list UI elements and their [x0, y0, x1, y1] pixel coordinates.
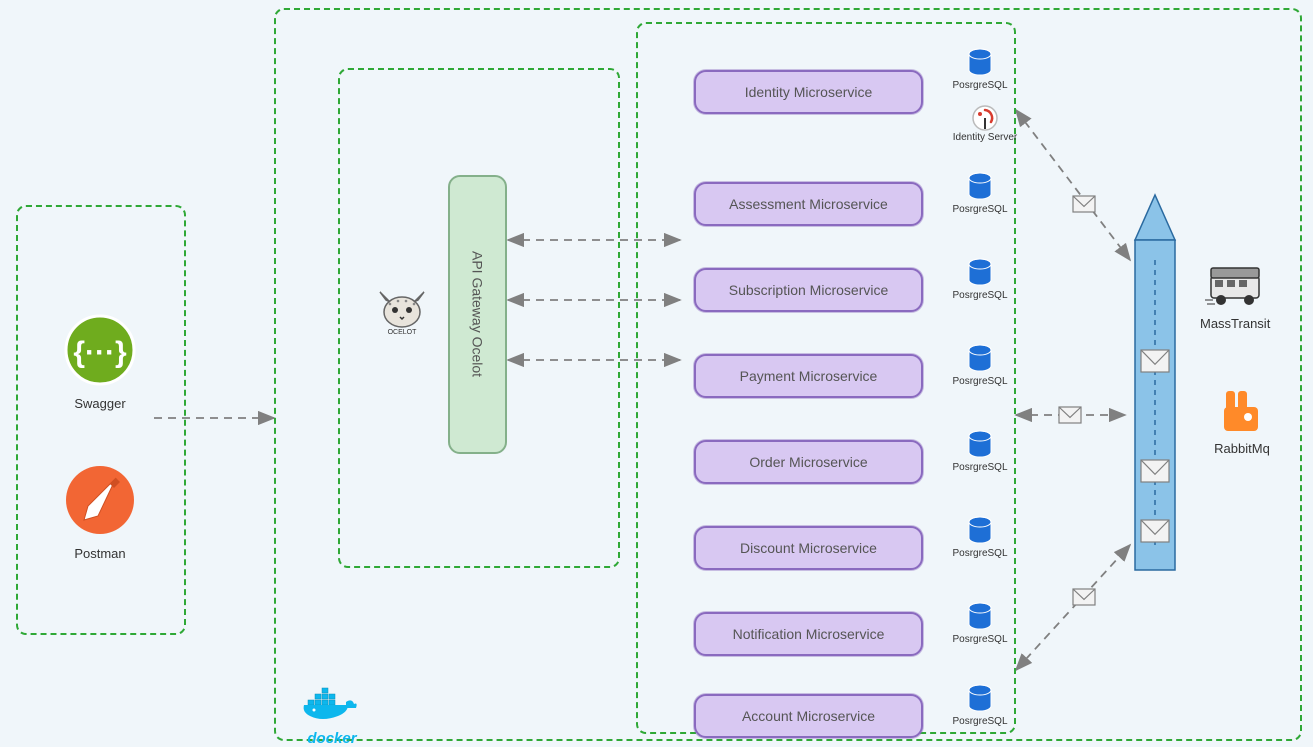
clients-region	[16, 205, 186, 635]
database: PosrgreSQL	[950, 430, 1010, 473]
microservice-box: Notification Microservice	[694, 612, 923, 656]
identity-server: Identity Server	[950, 104, 1020, 143]
database-label: PosrgreSQL	[950, 290, 1010, 301]
envelope-icon	[1072, 588, 1096, 611]
database-label: PosrgreSQL	[950, 716, 1010, 727]
microservice-box: Payment Microservice	[694, 354, 923, 398]
microservice-box: Identity Microservice	[694, 70, 923, 114]
database: PosrgreSQL	[950, 344, 1010, 387]
docker-icon	[300, 680, 364, 730]
tower-icon	[1130, 190, 1180, 630]
database-icon	[966, 344, 994, 376]
database: PosrgreSQL	[950, 684, 1010, 727]
swagger-client: {···} Swagger	[60, 310, 140, 411]
database: PosrgreSQL	[950, 602, 1010, 645]
database: PosrgreSQL	[950, 258, 1010, 301]
database-icon	[966, 48, 994, 80]
database-label: PosrgreSQL	[950, 204, 1010, 215]
api-gateway-box: API Gateway Ocelot	[448, 175, 507, 454]
database-icon	[966, 430, 994, 462]
masstransit: MassTransit	[1200, 260, 1270, 331]
database-icon	[966, 516, 994, 548]
database: PosrgreSQL	[950, 48, 1010, 91]
microservice-label: Subscription Microservice	[729, 282, 889, 298]
database-label: PosrgreSQL	[950, 376, 1010, 387]
database-label: PosrgreSQL	[950, 462, 1010, 473]
database-label: PosrgreSQL	[950, 634, 1010, 645]
rabbitmq: RabbitMq	[1210, 385, 1274, 456]
svg-text:OCELOT: OCELOT	[388, 329, 418, 336]
microservice-box: Account Microservice	[694, 694, 923, 738]
database-icon	[966, 602, 994, 634]
identity-server-label: Identity Server	[950, 132, 1020, 143]
postman-icon	[60, 460, 140, 540]
envelope-icon	[1058, 406, 1082, 429]
swagger-icon: {···}	[60, 310, 140, 390]
microservice-label: Discount Microservice	[740, 540, 877, 556]
docker-label: docker	[307, 730, 356, 747]
envelope-icon	[1072, 195, 1096, 218]
postman-label: Postman	[74, 546, 125, 561]
microservice-box: Discount Microservice	[694, 526, 923, 570]
masstransit-label: MassTransit	[1200, 316, 1270, 331]
microservice-box: Assessment Microservice	[694, 182, 923, 226]
ocelot-logo: OCELOT	[372, 290, 432, 336]
swagger-label: Swagger	[74, 396, 125, 411]
database-icon	[966, 258, 994, 290]
microservice-box: Subscription Microservice	[694, 268, 923, 312]
svg-text:{···}: {···}	[73, 336, 127, 369]
docker-logo: docker	[300, 680, 364, 747]
microservice-box: Order Microservice	[694, 440, 923, 484]
database-icon	[966, 684, 994, 716]
rabbitmq-label: RabbitMq	[1214, 441, 1270, 456]
microservice-label: Notification Microservice	[733, 626, 885, 642]
database-label: PosrgreSQL	[950, 80, 1010, 91]
microservice-label: Payment Microservice	[740, 368, 878, 384]
microservice-label: Order Microservice	[749, 454, 867, 470]
rabbitmq-icon	[1210, 385, 1274, 437]
masstransit-icon	[1203, 260, 1267, 312]
identity-server-icon	[971, 104, 999, 132]
microservice-label: Identity Microservice	[745, 84, 873, 100]
architecture-diagram: {···} Swagger Postman API Gateway Ocelot O…	[0, 0, 1313, 745]
api-gateway-label: API Gateway Ocelot	[470, 251, 486, 377]
postman-client: Postman	[60, 460, 140, 561]
database-label: PosrgreSQL	[950, 548, 1010, 559]
database: PosrgreSQL	[950, 172, 1010, 215]
ocelot-icon: OCELOT	[372, 290, 432, 336]
database: PosrgreSQL	[950, 516, 1010, 559]
microservice-label: Assessment Microservice	[729, 196, 888, 212]
message-bus-tower	[1130, 190, 1180, 635]
database-icon	[966, 172, 994, 204]
microservice-label: Account Microservice	[742, 708, 875, 724]
